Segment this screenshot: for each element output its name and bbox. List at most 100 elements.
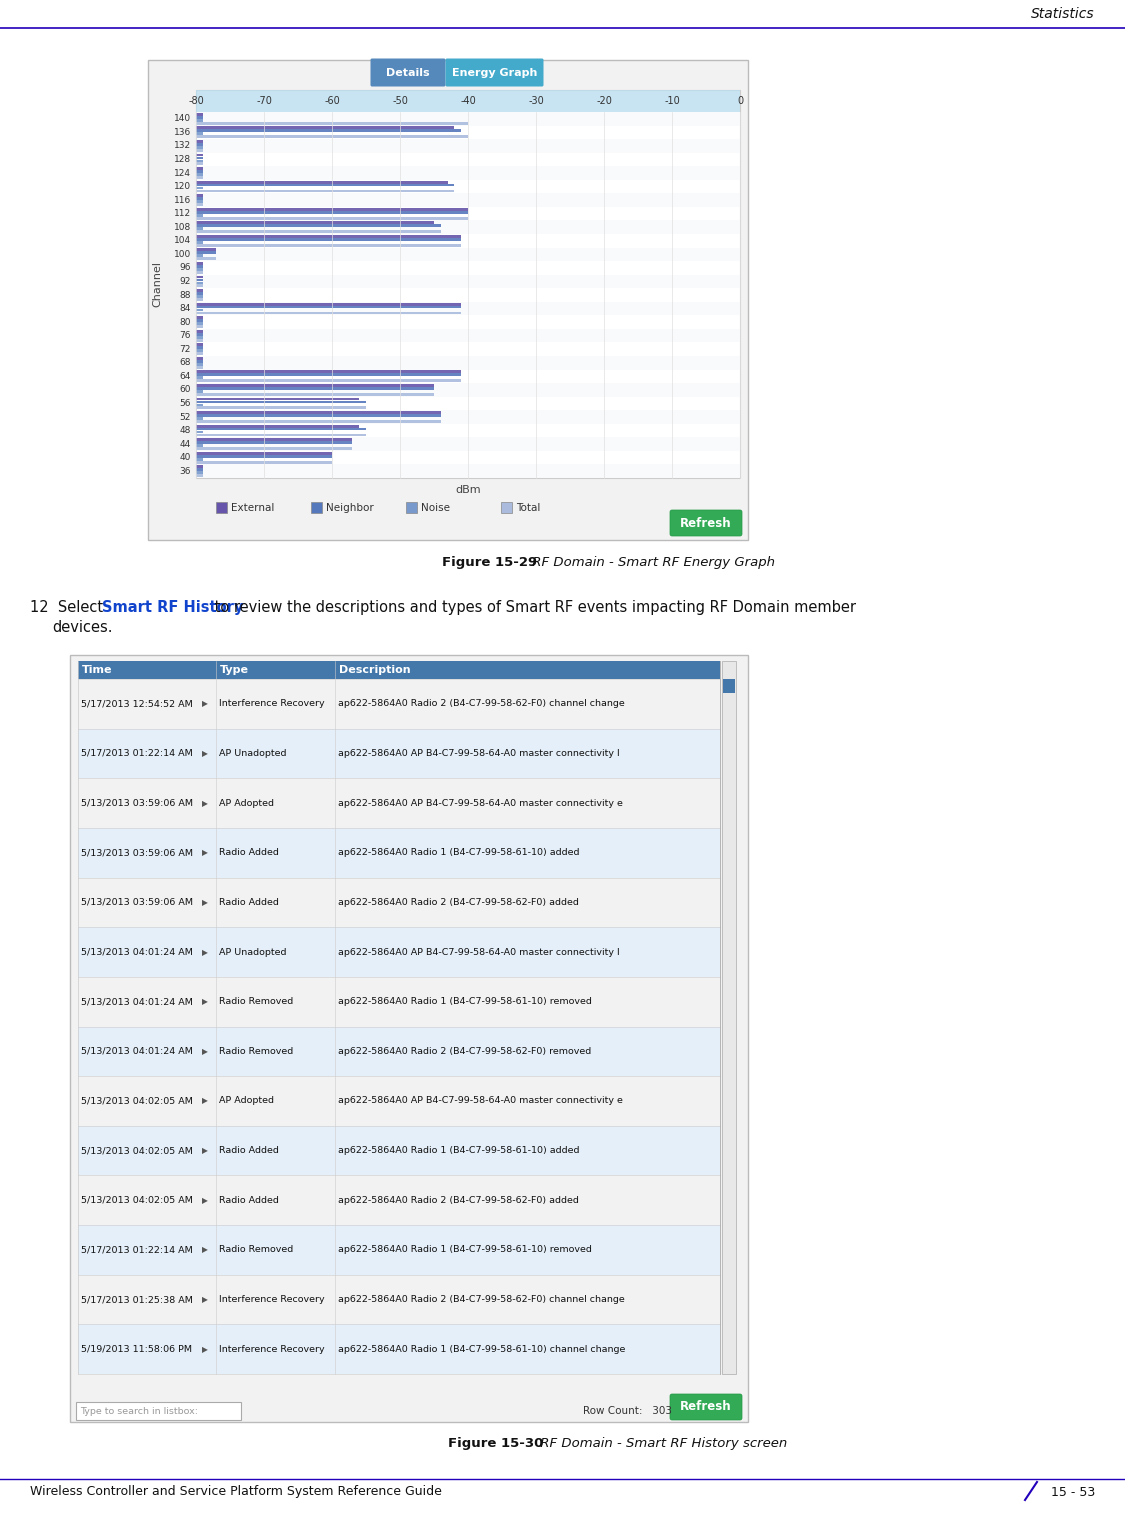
Text: ▶: ▶ bbox=[202, 948, 208, 957]
Bar bbox=[196, 410, 740, 423]
Text: Radio Added: Radio Added bbox=[219, 848, 279, 857]
Text: 60: 60 bbox=[180, 385, 191, 394]
Bar bbox=[196, 203, 202, 206]
Bar bbox=[196, 425, 359, 428]
Bar bbox=[196, 143, 202, 146]
Bar bbox=[196, 411, 441, 414]
Text: 116: 116 bbox=[173, 196, 191, 205]
Text: to review the descriptions and types of Smart RF events impacting RF Domain memb: to review the descriptions and types of … bbox=[210, 601, 856, 614]
Text: 56: 56 bbox=[180, 399, 191, 408]
Bar bbox=[196, 441, 352, 444]
Bar bbox=[196, 437, 740, 451]
Bar bbox=[196, 444, 202, 448]
Bar bbox=[196, 461, 332, 464]
Text: Type: Type bbox=[220, 664, 249, 675]
Bar bbox=[196, 269, 202, 272]
Text: External: External bbox=[231, 504, 274, 513]
Bar bbox=[196, 200, 202, 203]
Bar bbox=[196, 176, 202, 179]
Text: 112: 112 bbox=[174, 209, 191, 218]
Bar bbox=[196, 214, 202, 217]
Bar bbox=[196, 194, 202, 197]
Text: 12  Select: 12 Select bbox=[30, 601, 108, 614]
Text: 5/13/2013 03:59:06 AM: 5/13/2013 03:59:06 AM bbox=[81, 798, 194, 807]
Text: Channel: Channel bbox=[152, 261, 162, 306]
Bar bbox=[78, 1126, 720, 1176]
Text: 132: 132 bbox=[174, 141, 191, 150]
Bar bbox=[196, 390, 202, 393]
Bar bbox=[196, 316, 202, 319]
Bar bbox=[501, 502, 512, 513]
Text: ap622-5864A0 Radio 1 (B4-C7-99-58-61-10) added: ap622-5864A0 Radio 1 (B4-C7-99-58-61-10)… bbox=[338, 1147, 579, 1154]
Text: 36: 36 bbox=[180, 467, 191, 476]
Bar bbox=[78, 661, 720, 680]
Text: 72: 72 bbox=[180, 344, 191, 353]
Bar bbox=[196, 156, 202, 159]
Text: Type to search in listbox:: Type to search in listbox: bbox=[80, 1406, 198, 1415]
Bar bbox=[196, 384, 434, 387]
Text: 5/13/2013 03:59:06 AM: 5/13/2013 03:59:06 AM bbox=[81, 848, 194, 857]
Text: Total: Total bbox=[516, 504, 540, 513]
Text: 108: 108 bbox=[173, 223, 191, 232]
Bar bbox=[148, 61, 748, 540]
Bar bbox=[196, 428, 366, 431]
Text: -70: -70 bbox=[256, 96, 272, 106]
Text: 5/17/2013 12:54:52 AM: 5/17/2013 12:54:52 AM bbox=[81, 699, 192, 708]
Text: Radio Added: Radio Added bbox=[219, 1195, 279, 1204]
Text: ap622-5864A0 Radio 2 (B4-C7-99-58-62-F0) channel change: ap622-5864A0 Radio 2 (B4-C7-99-58-62-F0)… bbox=[338, 699, 624, 708]
Bar bbox=[196, 115, 202, 118]
Bar bbox=[196, 352, 202, 355]
Bar bbox=[196, 193, 740, 206]
Text: 15 - 53: 15 - 53 bbox=[1051, 1485, 1095, 1499]
Text: Description: Description bbox=[339, 664, 411, 675]
Bar bbox=[196, 384, 740, 396]
Bar bbox=[196, 244, 461, 247]
Bar bbox=[310, 502, 322, 513]
Text: 5/17/2013 01:25:38 AM: 5/17/2013 01:25:38 AM bbox=[81, 1296, 192, 1305]
Text: Refresh: Refresh bbox=[681, 1400, 732, 1414]
Bar bbox=[196, 329, 202, 332]
Text: 64: 64 bbox=[180, 372, 191, 381]
Bar bbox=[196, 258, 216, 261]
Bar bbox=[196, 290, 202, 291]
Bar bbox=[196, 356, 202, 360]
Text: 120: 120 bbox=[174, 182, 191, 191]
Bar bbox=[196, 231, 441, 234]
Bar bbox=[196, 112, 740, 126]
Text: 0: 0 bbox=[737, 96, 744, 106]
Bar bbox=[78, 1226, 720, 1274]
Bar bbox=[78, 728, 720, 778]
Bar bbox=[196, 438, 352, 441]
Bar bbox=[196, 112, 202, 115]
Bar bbox=[196, 363, 202, 366]
Text: 5/13/2013 04:02:05 AM: 5/13/2013 04:02:05 AM bbox=[81, 1195, 192, 1204]
Text: Statistics: Statistics bbox=[1032, 8, 1095, 21]
Text: -30: -30 bbox=[528, 96, 543, 106]
Text: Neighbor: Neighbor bbox=[326, 504, 374, 513]
Text: 76: 76 bbox=[180, 331, 191, 340]
Bar bbox=[196, 475, 202, 478]
Bar bbox=[196, 303, 461, 305]
Bar bbox=[78, 1324, 720, 1374]
Bar bbox=[196, 146, 202, 149]
Text: ap622-5864A0 Radio 2 (B4-C7-99-58-62-F0) added: ap622-5864A0 Radio 2 (B4-C7-99-58-62-F0)… bbox=[338, 898, 578, 907]
Bar bbox=[196, 279, 202, 281]
Text: -50: -50 bbox=[393, 96, 408, 106]
Text: 124: 124 bbox=[174, 168, 191, 177]
Text: ▶: ▶ bbox=[202, 1245, 208, 1255]
Bar bbox=[78, 927, 720, 977]
Text: Details: Details bbox=[386, 67, 430, 77]
Text: ▶: ▶ bbox=[202, 1097, 208, 1106]
Bar bbox=[196, 90, 740, 478]
Bar bbox=[196, 249, 216, 252]
Bar bbox=[196, 393, 434, 396]
Bar bbox=[196, 167, 740, 181]
Bar bbox=[196, 221, 434, 225]
Bar bbox=[196, 373, 461, 376]
FancyBboxPatch shape bbox=[370, 59, 446, 86]
Bar bbox=[196, 404, 202, 407]
Bar bbox=[196, 343, 202, 346]
Bar bbox=[196, 262, 202, 265]
Bar bbox=[196, 135, 468, 138]
Bar bbox=[196, 228, 202, 231]
